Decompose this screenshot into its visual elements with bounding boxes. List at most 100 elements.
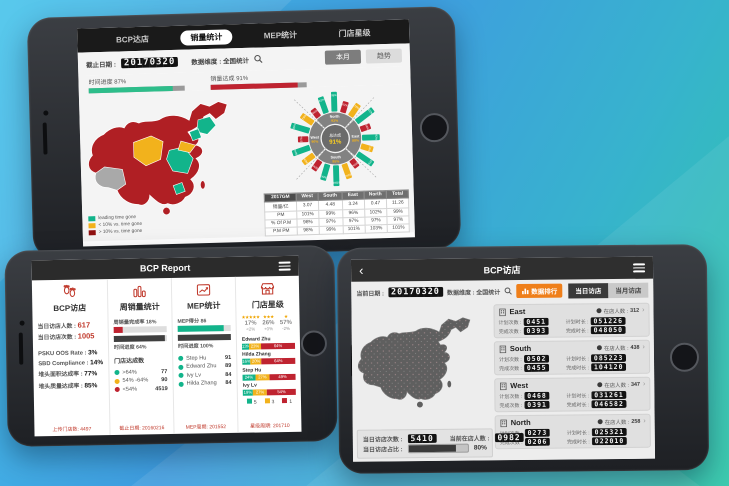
dot-row: >64% 77 — [114, 369, 167, 376]
radial-bar: 62% — [339, 101, 349, 114]
stat-value: 1005 — [77, 331, 95, 341]
date-label: 截止日期 : — [85, 61, 117, 69]
bar-fill — [113, 335, 166, 342]
map-legend: leading time gone < 10% vs. time gone > 10… — [88, 213, 143, 236]
search-icon[interactable] — [254, 54, 263, 63]
svg-text:103%: 103% — [366, 107, 374, 115]
tab-门店星级[interactable]: 门店星级 — [338, 27, 371, 38]
metric-display: 022010 — [591, 436, 628, 446]
sales-body: leading time gone < 10% vs. time gone > 10… — [78, 84, 415, 242]
search-icon[interactable] — [504, 287, 512, 295]
bar-label: 时间进度 64% — [113, 344, 147, 351]
region-card-east[interactable]: East 在店人数 : 312 › 计划次数 :0451 计划时长 :051226 完成次… — [493, 302, 650, 339]
metric-label: 完成时长 : — [566, 438, 590, 446]
people-value: 438 — [630, 344, 640, 351]
region-people: 在店人数 : 258 — [597, 417, 641, 426]
tab-当月访店[interactable]: 当月访店 — [608, 282, 649, 298]
back-icon[interactable]: ‹ — [358, 262, 364, 278]
radial-bar: 57% — [297, 136, 309, 143]
metric-label: 完成次数 : — [498, 328, 522, 335]
svg-text:57%: 57% — [299, 136, 303, 142]
svg-text:79%: 79% — [301, 113, 308, 120]
region-metrics: 计划次数 :0468 计划时长 :031261 完成次数 :0391 完成时长 :04… — [499, 390, 645, 410]
trend-button[interactable]: 趋势 — [365, 48, 403, 64]
person-bar-group: Step Hu 24% 27% 49% — [242, 366, 296, 381]
svg-text:76%: 76% — [302, 157, 309, 164]
earpiece — [18, 332, 24, 365]
legend-label: < 10% vs. time gone — [98, 221, 143, 229]
region-card-west[interactable]: West 在店人数 : 347 › 计划次数 :0468 计划时长 :031261 完成次… — [494, 376, 651, 413]
radial-bar: 105% — [332, 165, 340, 187]
svg-text:97%: 97% — [366, 159, 373, 166]
metric-label: 计划次数 : — [499, 393, 523, 400]
line-chart-icon — [177, 282, 230, 298]
bar-segment: 16% — [242, 358, 251, 365]
dot-label: Hilda Zhang — [186, 380, 217, 387]
tab-MEP统计[interactable]: MEP统计 — [263, 29, 298, 40]
svg-text:90%: 90% — [311, 140, 318, 144]
dimension-label: 数据维度 : 全国统计 — [191, 57, 250, 66]
tab-销量统计[interactable]: 销量统计 — [180, 28, 233, 46]
phone-top: BCP达店 销量统计 MEP统计 门店星级 截止日期 : 20170320 数据维度 … — [26, 6, 462, 260]
stat-row: SBD Compliance : 14% — [38, 358, 104, 367]
stat-value: 14% — [90, 358, 104, 366]
legend-row: < 10% vs. time gone — [88, 221, 143, 229]
report-col-visits: BCP访店 当日访店人数 : 617 当日访店次数 : 1005 PSKU OOS… — [32, 279, 110, 436]
svg-text:56%: 56% — [311, 108, 318, 115]
region-people: 在店人数 : 312 — [596, 306, 640, 315]
progress-label: 时间进度 87% — [88, 79, 127, 87]
stat-value: 77% — [84, 370, 98, 378]
star-delta: <2% — [246, 326, 256, 332]
region-card-south[interactable]: South 在店人数 : 438 › 计划次数 :0502 计划时长 :085223 完成… — [493, 339, 651, 376]
status-dot — [114, 386, 120, 392]
people-dot-icon — [596, 345, 603, 351]
menu-icon[interactable] — [278, 260, 291, 273]
data-ranking-button[interactable]: 数据排行 — [516, 283, 563, 299]
date-display: 20170320 — [387, 286, 443, 298]
metric-display: 0502 — [523, 354, 550, 363]
svg-text:91%: 91% — [329, 139, 342, 145]
radial-center — [321, 125, 349, 152]
region-people: 在店人数 : 438 — [596, 343, 640, 352]
region-card-header: East 在店人数 : 312 › — [498, 306, 645, 317]
col-footer: MEP周期: 201552 — [185, 424, 227, 431]
visits-summary-panel: 当日访店次数 : 5410 当前在店人数 : 0982 当日访店占比 : 80% — [356, 428, 524, 459]
star-column: ★★★★★ 17% <2% — [241, 314, 259, 331]
metric-label: 计划时长 : — [566, 392, 590, 400]
svg-text:West: West — [310, 135, 319, 139]
date-display: 20170320 — [120, 56, 179, 68]
tab-当日访店[interactable]: 当日访店 — [568, 282, 609, 299]
svg-text:88%: 88% — [352, 139, 359, 143]
table-cell: 98% — [297, 226, 320, 236]
month-button[interactable]: 本月 — [324, 49, 362, 65]
radial-bar: 60% — [311, 159, 322, 172]
svg-text:78%: 78% — [353, 104, 360, 111]
report-col-mep: MEP统计 MEP得分 86 时间进度 100% Step Hu 91 Edward… — [170, 276, 238, 434]
svg-text:South: South — [330, 155, 340, 159]
store-achievement-list: >64% 77 54% -64% 90 <54% 4519 — [114, 366, 168, 395]
dot-row: Step Hu 91 — [178, 354, 231, 361]
metric-display: 0206 — [524, 437, 551, 446]
bar-segment: 54% — [267, 388, 296, 396]
tab-BCP达店[interactable]: BCP达店 — [115, 34, 150, 45]
home-button[interactable] — [669, 342, 700, 372]
province-south-green — [172, 182, 186, 195]
home-button[interactable] — [300, 330, 328, 357]
subtitle: 门店达成数 — [114, 358, 145, 365]
home-button[interactable] — [419, 112, 450, 143]
metric-display: 048050 — [590, 325, 627, 335]
chevron-right-icon: › — [642, 380, 646, 388]
metric-label: 完成次数 : — [499, 365, 522, 372]
metric-display: 0273 — [524, 428, 551, 437]
bar-chart-icon — [113, 283, 166, 299]
radial-bar: 74% — [360, 143, 374, 152]
bar-segment: 64% — [261, 342, 296, 349]
metric-display: 051226 — [590, 316, 627, 326]
metric-cell: 计划次数 :0468 — [499, 391, 562, 401]
radial-achievement-chart: 95%62% 78%103%58%92%74%97%55%81%105%90%60… — [290, 91, 380, 187]
radial-bar: 91% — [317, 96, 329, 114]
menu-icon[interactable] — [633, 261, 646, 274]
region-card-header: West 在店人数 : 347 › — [499, 380, 645, 391]
svg-text:62%: 62% — [342, 102, 349, 108]
